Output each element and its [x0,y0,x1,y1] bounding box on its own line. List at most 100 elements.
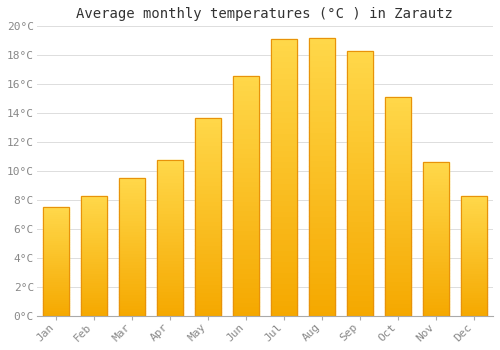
Bar [347,157,373,162]
Bar [43,314,68,316]
Bar [309,155,335,160]
Bar [119,187,144,189]
Bar [347,205,373,210]
Bar [81,292,106,294]
Bar [309,60,335,66]
Bar [347,173,373,178]
Bar [43,251,68,253]
Bar [157,166,182,169]
Bar [461,311,487,314]
Bar [233,244,259,249]
Bar [233,249,259,253]
Bar [385,150,411,154]
Bar [233,263,259,268]
Bar [233,230,259,234]
Bar [347,226,373,231]
Bar [119,261,144,264]
Bar [81,239,106,241]
Bar [81,196,106,198]
Bar [119,184,144,187]
Bar [43,275,68,277]
Bar [385,198,411,202]
Bar [423,218,449,221]
Bar [271,233,297,239]
Bar [43,212,68,214]
Bar [385,272,411,277]
Bar [119,269,144,272]
Bar [271,39,297,45]
Bar [233,177,259,181]
Bar [233,181,259,186]
Bar [423,212,449,215]
Bar [423,288,449,292]
Bar [119,217,144,220]
Bar [119,239,144,242]
Bar [195,201,221,205]
Bar [195,253,221,257]
Bar [461,314,487,316]
Bar [423,248,449,252]
Bar [271,228,297,233]
Bar [309,172,335,177]
Bar [81,227,106,230]
Bar [309,260,335,266]
Bar [119,220,144,223]
Bar [119,294,144,297]
Bar [43,231,68,233]
Bar [157,291,182,294]
Bar [81,297,106,299]
Bar [195,165,221,169]
Bar [309,121,335,127]
Bar [157,250,182,253]
Bar [195,193,221,197]
Bar [347,114,373,120]
Bar [309,249,335,255]
Bar [119,267,144,269]
Bar [385,185,411,189]
Bar [43,255,68,257]
Bar [43,279,68,281]
Bar [271,56,297,62]
Bar [461,227,487,230]
Bar [43,249,68,251]
Bar [385,207,411,211]
Bar [423,298,449,301]
Bar [347,311,373,316]
Bar [157,313,182,316]
Bar [423,190,449,193]
Bar [157,282,182,285]
Bar [195,161,221,165]
Bar [385,290,411,294]
Bar [461,304,487,307]
Bar [271,216,297,222]
Bar [271,200,297,205]
Bar [461,263,487,266]
Bar [347,300,373,306]
Bar [195,153,221,157]
Bar [309,38,335,316]
Bar [309,160,335,166]
Bar [461,205,487,208]
Bar [195,121,221,126]
Bar [119,247,144,250]
Bar [233,278,259,282]
Bar [347,88,373,93]
Bar [385,312,411,316]
Bar [385,106,411,110]
Bar [119,256,144,258]
Bar [81,299,106,302]
Bar [423,313,449,316]
Bar [43,214,68,216]
Bar [119,242,144,245]
Bar [43,292,68,294]
Bar [461,220,487,222]
Bar [81,198,106,201]
Bar [461,210,487,213]
Bar [233,167,259,172]
Bar [385,189,411,194]
Bar [195,177,221,181]
Bar [233,85,259,90]
Bar [81,237,106,239]
Bar [233,220,259,225]
Bar [157,263,182,266]
